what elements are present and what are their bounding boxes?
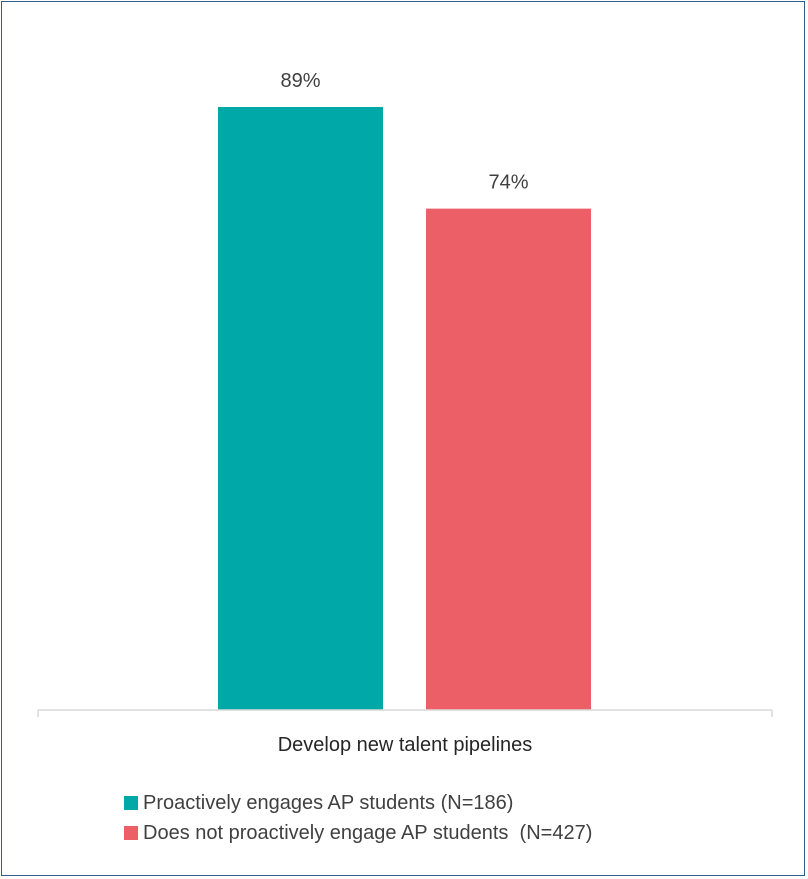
bars-group [218,107,591,710]
legend-label-not-proactive: Does not proactively engage AP students … [143,821,593,844]
category-label: Develop new talent pipelines [278,734,533,756]
data-labels-group: 89% 74% [280,70,528,194]
data-label-series-2: 74% [488,172,528,194]
legend-label-proactive: Proactively engages AP students (N=186) [143,791,514,814]
legend-item-proactive: Proactively engages AP students (N=186) [124,788,592,818]
legend-swatch-proactive [124,796,138,810]
bar-series-2 [426,208,591,710]
data-label-series-1: 89% [280,70,320,92]
legend: Proactively engages AP students (N=186) … [124,788,592,848]
bar-series-1 [218,107,383,710]
legend-item-not-proactive: Does not proactively engage AP students … [124,818,592,848]
legend-swatch-not-proactive [124,826,138,840]
